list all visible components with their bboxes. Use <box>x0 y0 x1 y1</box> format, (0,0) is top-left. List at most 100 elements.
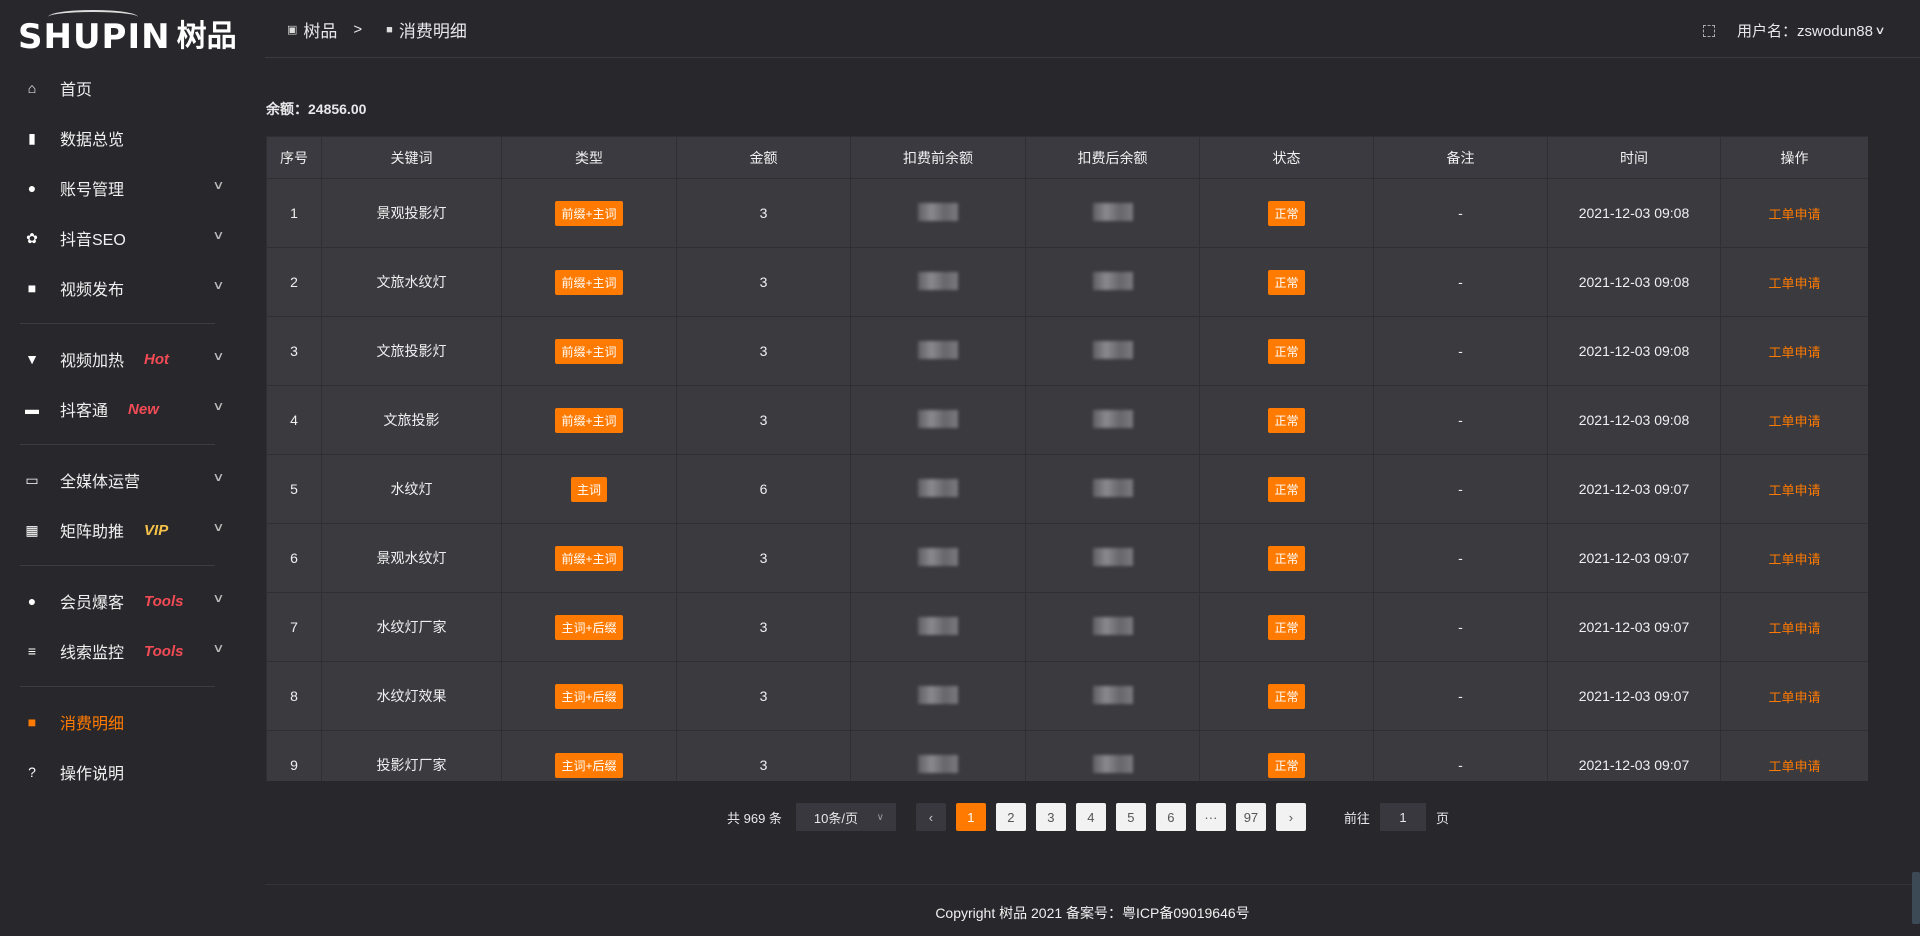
blurred-value <box>1092 478 1133 497</box>
chevron-down-icon[interactable]: ∨ <box>212 228 225 242</box>
ticket-apply-link[interactable]: 工单申请 <box>1768 413 1821 429</box>
balance-before <box>850 178 1026 248</box>
amount: 3 <box>676 730 851 781</box>
home-icon: ⌂ <box>27 80 37 96</box>
sidebar-item-label: 消费明细 <box>60 716 125 733</box>
chevron-down-icon[interactable]: ∨ <box>212 349 225 363</box>
sidebar-item-label: 数据总览 <box>60 132 125 149</box>
column-header: 序号 <box>266 136 322 179</box>
chevron-down-icon[interactable]: ∨ <box>212 520 225 534</box>
chevron-down-icon[interactable]: ∨ <box>212 470 225 484</box>
page-button[interactable]: ··· <box>1195 803 1226 831</box>
status-badge: 正常 <box>1268 476 1305 502</box>
balance-after <box>1025 661 1200 731</box>
sidebar-item-11[interactable]: ■ 消费明细 <box>0 697 265 747</box>
keyword: 文旅水纹灯 <box>321 247 502 317</box>
user-icon: ● <box>27 593 37 609</box>
type-cell: 主词+后缀 <box>501 661 677 731</box>
ticket-apply-link[interactable]: 工单申请 <box>1768 206 1821 222</box>
page-button[interactable]: 2 <box>995 803 1026 831</box>
type-badge: 主词+后缀 <box>555 614 623 640</box>
scrollbar[interactable] <box>1912 872 1920 924</box>
sidebar: SHUPIN 树品 ⌂ 首页 ▮ 数据总览 ● 账号管理 ∨ ✿ 抖音SEO ∨ ■ 视频发布 ∨ ▼ 视频… <box>0 0 265 936</box>
page-button[interactable]: 97 <box>1235 803 1266 831</box>
chevron-down-icon[interactable]: ∨ <box>1874 25 1886 37</box>
sidebar-item-7[interactable]: ▭ 全媒体运营 ∨ <box>0 455 265 505</box>
page-size-select[interactable]: 10条/页 ∨ <box>795 803 896 831</box>
sidebar-item-0[interactable]: ⌂ 首页 <box>0 63 265 113</box>
balance-before <box>850 385 1026 455</box>
sidebar-item-8[interactable]: ▦ 矩阵助推 VIP ∨ <box>0 505 265 555</box>
sidebar-item-2[interactable]: ● 账号管理 ∨ <box>0 163 265 213</box>
sidebar-item-9[interactable]: ● 会员爆客 Tools ∨ <box>0 576 265 626</box>
sidebar-item-4[interactable]: ■ 视频发布 ∨ <box>0 263 265 313</box>
balance-before <box>850 592 1026 662</box>
sidebar-item-10[interactable]: ≡ 线索监控 Tools ∨ <box>0 626 265 676</box>
sidebar-item-6[interactable]: ▬ 抖客通 New ∨ <box>0 384 265 434</box>
ticket-apply-link[interactable]: 工单申请 <box>1768 344 1821 360</box>
page-button[interactable]: 4 <box>1075 803 1106 831</box>
row-number: 8 <box>266 661 322 731</box>
fullscreen-icon[interactable] <box>1703 24 1716 37</box>
breadcrumb-separator: > <box>353 21 363 38</box>
balance-after <box>1025 730 1200 781</box>
row-number: 3 <box>266 316 322 386</box>
blurred-value <box>918 754 958 773</box>
ticket-apply-link[interactable]: 工单申请 <box>1768 620 1821 636</box>
sidebar-nav: ⌂ 首页 ▮ 数据总览 ● 账号管理 ∨ ✿ 抖音SEO ∨ ■ 视频发布 ∨ ▼ 视频加热 Hot ∨ ▬ 抖客通… <box>0 63 265 797</box>
action-cell: 工单申请 <box>1720 523 1868 593</box>
remark: - <box>1373 592 1548 662</box>
status-badge: 正常 <box>1268 614 1305 640</box>
chevron-down-icon[interactable]: ∨ <box>212 641 225 655</box>
blurred-value <box>918 616 958 635</box>
ticket-apply-link[interactable]: 工单申请 <box>1768 482 1821 498</box>
goto-page-input[interactable]: 1 <box>1379 803 1426 831</box>
footer-divider <box>265 884 1920 885</box>
ticket-apply-link[interactable]: 工单申请 <box>1768 689 1821 705</box>
prev-page-button[interactable]: ‹ <box>915 803 946 831</box>
status-badge: 正常 <box>1268 545 1305 571</box>
blurred-value <box>918 271 958 290</box>
chevron-down-icon[interactable]: ∨ <box>212 399 225 413</box>
chevron-down-icon[interactable]: ∨ <box>212 178 225 192</box>
page-button[interactable]: 3 <box>1035 803 1066 831</box>
page-button[interactable]: 5 <box>1115 803 1146 831</box>
next-page-button[interactable]: › <box>1275 803 1306 831</box>
ticket-apply-link[interactable]: 工单申请 <box>1768 758 1821 774</box>
amount: 3 <box>676 385 851 455</box>
consumption-table[interactable]: 序号 关键词 类型 金额 扣费前余额 扣费后余额 状态 备注 时间 操作 1 景观投影灯 前缀+主… <box>266 136 1868 781</box>
keyword: 景观水纹灯 <box>321 523 502 593</box>
sidebar-item-tag: VIP <box>144 521 169 539</box>
sidebar-item-tag: Tools <box>144 592 184 610</box>
amount: 3 <box>676 592 851 662</box>
ticket-apply-link[interactable]: 工单申请 <box>1768 551 1821 567</box>
remark: - <box>1373 454 1548 524</box>
logo-text: SHUPIN <box>18 17 171 57</box>
page-button[interactable]: 1 <box>955 803 986 831</box>
type-badge: 前缀+主词 <box>555 545 623 571</box>
page-button[interactable]: 6 <box>1155 803 1186 831</box>
sidebar-item-1[interactable]: ▮ 数据总览 <box>0 113 265 163</box>
column-header: 时间 <box>1547 136 1721 179</box>
chevron-down-icon[interactable]: ∨ <box>212 591 225 605</box>
blurred-value <box>1092 340 1133 359</box>
sidebar-item-12[interactable]: ? 操作说明 <box>0 747 265 797</box>
user-menu[interactable]: 用户名：zswodun88 ∨ <box>1703 20 1886 41</box>
time: 2021-12-03 09:07 <box>1547 661 1721 731</box>
username[interactable]: 用户名：zswodun88 <box>1737 23 1873 40</box>
table-row: 6 景观水纹灯 前缀+主词 3 正常 - 2021-12-03 09:07 工单… <box>266 523 1868 593</box>
sidebar-item-3[interactable]: ✿ 抖音SEO ∨ <box>0 213 265 263</box>
chat-icon: ▬ <box>25 401 39 417</box>
time: 2021-12-03 09:07 <box>1547 592 1721 662</box>
sidebar-item-tag: Tools <box>144 642 184 660</box>
keyword: 水纹灯厂家 <box>321 592 502 662</box>
chevron-down-icon[interactable]: ∨ <box>212 278 225 292</box>
sidebar-divider <box>20 323 215 324</box>
sidebar-item-label: 全媒体运营 <box>60 474 141 491</box>
breadcrumb-home[interactable]: 树品 <box>303 22 338 41</box>
ticket-apply-link[interactable]: 工单申请 <box>1768 275 1821 291</box>
sidebar-item-5[interactable]: ▼ 视频加热 Hot ∨ <box>0 334 265 384</box>
balance-after <box>1025 523 1200 593</box>
user-icon: ● <box>27 180 37 196</box>
goto-label: 前往 <box>1343 810 1370 826</box>
